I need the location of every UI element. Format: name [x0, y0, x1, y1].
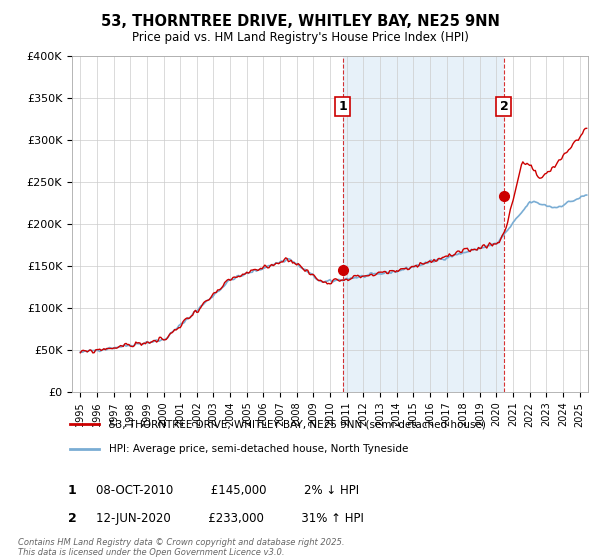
Text: HPI: Average price, semi-detached house, North Tyneside: HPI: Average price, semi-detached house,… [109, 445, 409, 454]
Text: Price paid vs. HM Land Registry's House Price Index (HPI): Price paid vs. HM Land Registry's House … [131, 31, 469, 44]
Text: 1: 1 [68, 484, 76, 497]
Text: 08-OCT-2010          £145,000          2% ↓ HPI: 08-OCT-2010 £145,000 2% ↓ HPI [96, 484, 359, 497]
Text: Contains HM Land Registry data © Crown copyright and database right 2025.
This d: Contains HM Land Registry data © Crown c… [18, 538, 344, 557]
Bar [343, 56, 504, 392]
Text: 53, THORNTREE DRIVE, WHITLEY BAY, NE25 9NN (semi-detached house): 53, THORNTREE DRIVE, WHITLEY BAY, NE25 9… [109, 419, 486, 429]
Text: 12-JUN-2020          £233,000          31% ↑ HPI: 12-JUN-2020 £233,000 31% ↑ HPI [96, 512, 364, 525]
Text: 2: 2 [68, 512, 76, 525]
Text: 53, THORNTREE DRIVE, WHITLEY BAY, NE25 9NN: 53, THORNTREE DRIVE, WHITLEY BAY, NE25 9… [101, 14, 499, 29]
Text: 2: 2 [500, 100, 508, 113]
Text: 1: 1 [338, 100, 347, 113]
